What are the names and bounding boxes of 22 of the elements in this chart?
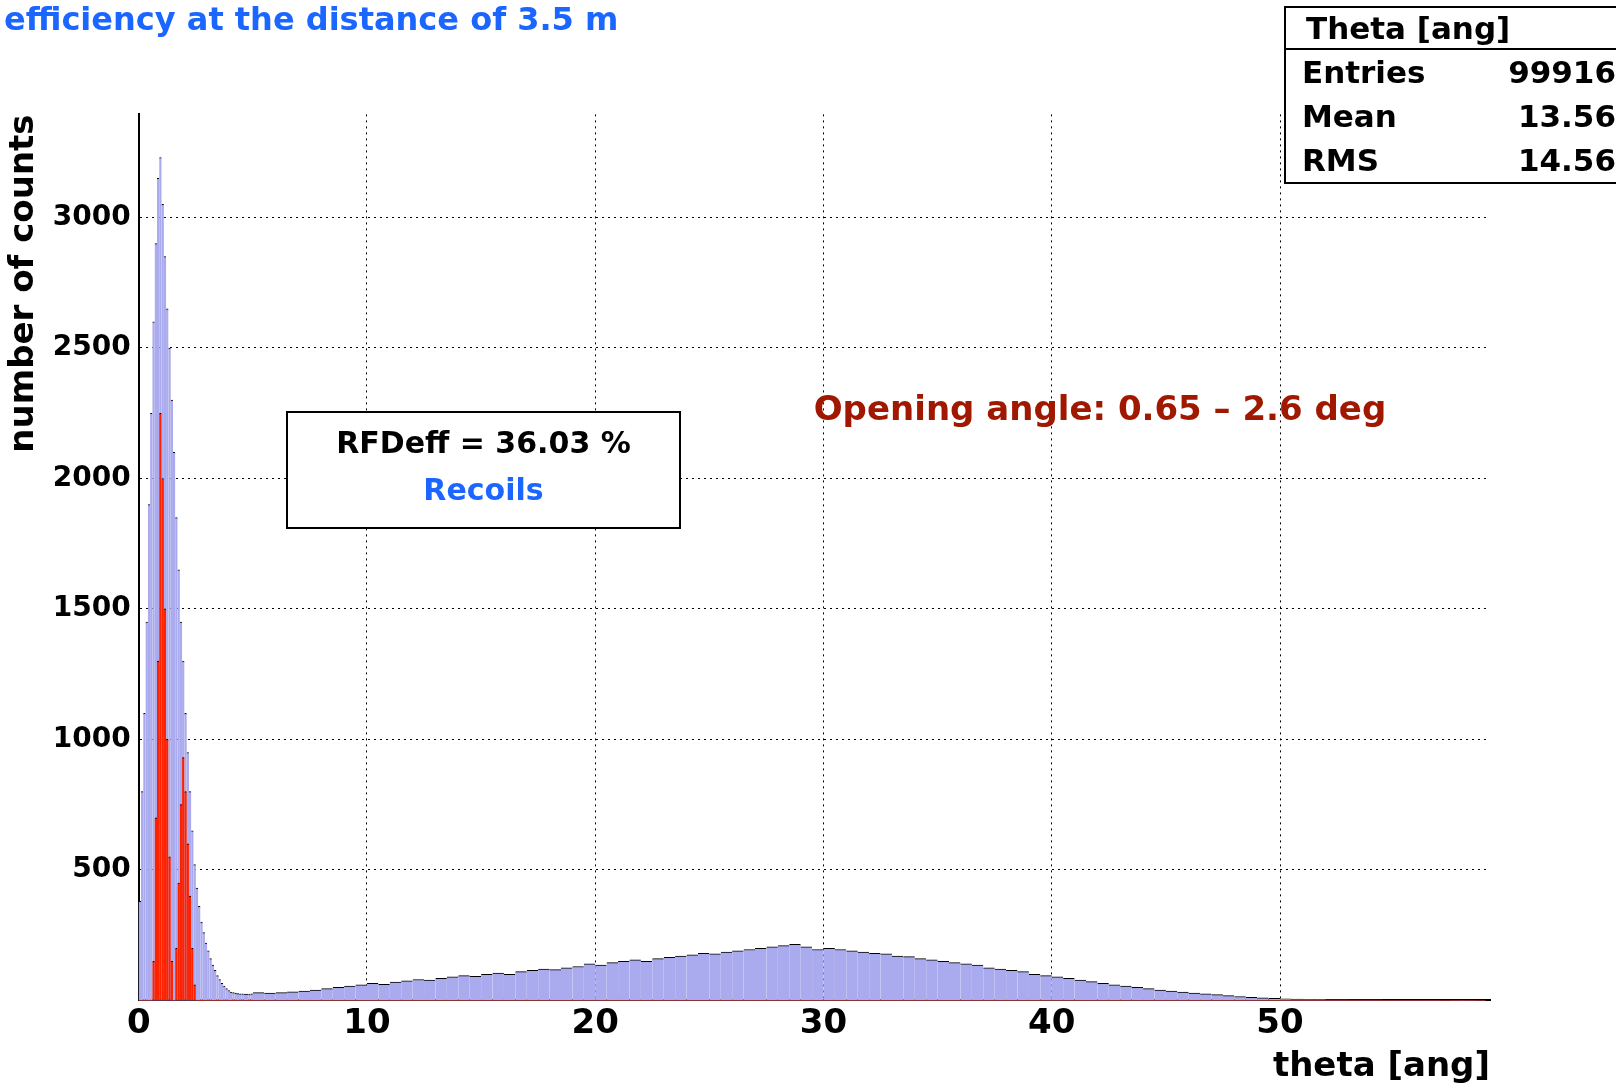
x-tick-label: 10: [343, 1000, 391, 1041]
annotation: Opening angle: 0.65 – 2.6 deg: [812, 388, 1388, 428]
y-tick-label: 3000: [52, 198, 131, 232]
stats-box: Theta [ang] Entries 99916 Mean 13.56 RMS 14.56: [1284, 6, 1616, 184]
annotation: Mean: [1302, 97, 1397, 136]
annotation: Recoils: [422, 472, 545, 507]
x-tick-label: 40: [1028, 1000, 1076, 1041]
x-axis-title: theta [ang]: [1272, 1044, 1490, 1085]
y-tick-label: 1500: [52, 590, 131, 624]
chart-title: efficiency at the distance of 3.5 m: [4, 0, 619, 38]
x-tick-label: 50: [1256, 1000, 1304, 1041]
x-tick-label: 20: [571, 1000, 619, 1041]
y-tick-label: 2000: [52, 459, 131, 493]
x-tick-label: 30: [799, 1000, 848, 1041]
y-tick-label: 1000: [52, 720, 131, 754]
annotation: RMS: [1302, 141, 1380, 180]
y-tick-label: 500: [72, 851, 131, 885]
y-tick-label: 2500: [52, 329, 131, 363]
y-axis-title: number of counts: [1, 114, 42, 453]
text-box: RFDeff = 36.03 % Recoils: [286, 411, 681, 529]
annotation: RFDeff = 36.03 %: [335, 425, 632, 460]
x-tick-label: 0: [126, 1000, 151, 1041]
